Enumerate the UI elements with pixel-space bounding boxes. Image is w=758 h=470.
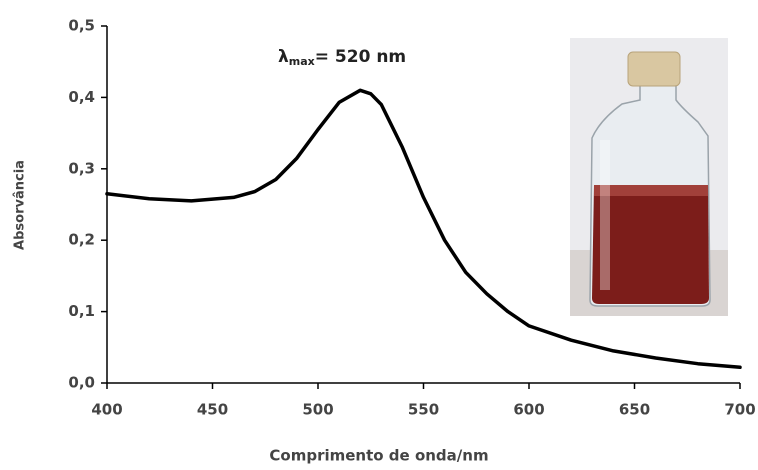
annotation-subscript: max (289, 55, 315, 68)
annotation: λmax= 520 nm (278, 47, 406, 68)
x-tick-label: 600 (513, 401, 544, 419)
y-tick-label: 0,2 (68, 231, 95, 249)
y-tick-label: 0,3 (68, 159, 95, 177)
y-tick-label: 0,1 (68, 302, 95, 320)
chart: Comprimento de onda/nm Absorvância λmax=… (0, 0, 758, 470)
y-tick-label: 0,4 (68, 88, 95, 106)
annotation-text: = 520 nm (315, 47, 406, 67)
x-axis-label: Comprimento de onda/nm (269, 447, 488, 465)
y-axis-label: Absorvância (13, 160, 28, 250)
x-tick-label: 400 (91, 401, 122, 419)
annotation-symbol: λ (278, 47, 289, 67)
x-tick-label: 550 (408, 401, 439, 419)
x-tick-label: 650 (619, 401, 650, 419)
x-tick-label: 700 (724, 401, 755, 419)
y-tick-label: 0,0 (68, 374, 95, 392)
x-tick-label: 450 (197, 401, 228, 419)
x-tick-label: 500 (302, 401, 333, 419)
y-tick-label: 0,5 (68, 17, 95, 35)
bottle-photo (570, 38, 728, 316)
